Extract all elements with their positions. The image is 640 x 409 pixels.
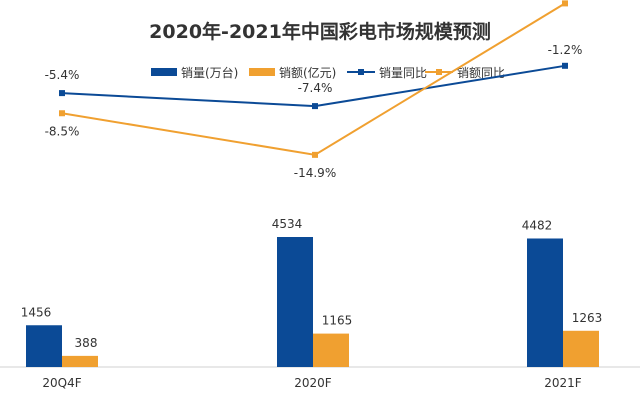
line-data-label: -5.4% — [45, 68, 80, 82]
line-point — [59, 110, 65, 117]
bars-layer: 20Q4F 2020F 2021F 1456 4534 4482 388 1165 1263 — [21, 217, 603, 390]
chart-title: 2020年-2021年中国彩电市场规模预测 — [149, 20, 491, 43]
lines-layer: -5.4%-7.4%-1.2%-8.5%-14.9%8.4% — [45, 0, 583, 180]
x-tick-label: 20Q4F — [42, 376, 81, 390]
bar-data-label: 1165 — [322, 314, 353, 328]
line-point — [312, 151, 318, 158]
line-data-label: -8.5% — [45, 124, 80, 138]
line-point — [562, 0, 568, 7]
legend-label-line-1: 销额同比 — [457, 66, 505, 80]
legend-swatch-bar-1 — [249, 68, 275, 76]
bar-data-label: 1263 — [572, 311, 603, 325]
bar-data-label: 4534 — [272, 217, 303, 231]
line-data-label: -1.2% — [548, 43, 583, 57]
bar-data-label: 1456 — [21, 305, 52, 319]
bar-volume — [527, 238, 563, 367]
legend-label-bar-1: 销额(亿元) — [279, 65, 336, 80]
line-point — [59, 90, 65, 97]
bar-volume — [26, 325, 62, 367]
legend-marker-1 — [436, 69, 442, 75]
bar-value — [313, 333, 349, 367]
bar-data-label: 4482 — [522, 218, 553, 232]
bar-volume — [277, 237, 313, 367]
bar-data-label: 388 — [75, 336, 98, 350]
x-tick-label: 2020F — [294, 376, 332, 390]
x-tick-label: 2021F — [544, 376, 582, 390]
line-data-label: -14.9% — [294, 166, 336, 180]
bar-value — [563, 330, 599, 367]
legend-marker-0 — [358, 69, 364, 75]
line-data-label: -7.4% — [298, 81, 333, 95]
line-point — [312, 103, 318, 110]
line-point — [562, 62, 568, 69]
legend-label-line-0: 销量同比 — [379, 66, 427, 80]
legend-swatch-bar-0 — [151, 68, 177, 76]
legend-label-bar-0: 销量(万台) — [181, 65, 238, 80]
bar-value — [62, 355, 98, 367]
